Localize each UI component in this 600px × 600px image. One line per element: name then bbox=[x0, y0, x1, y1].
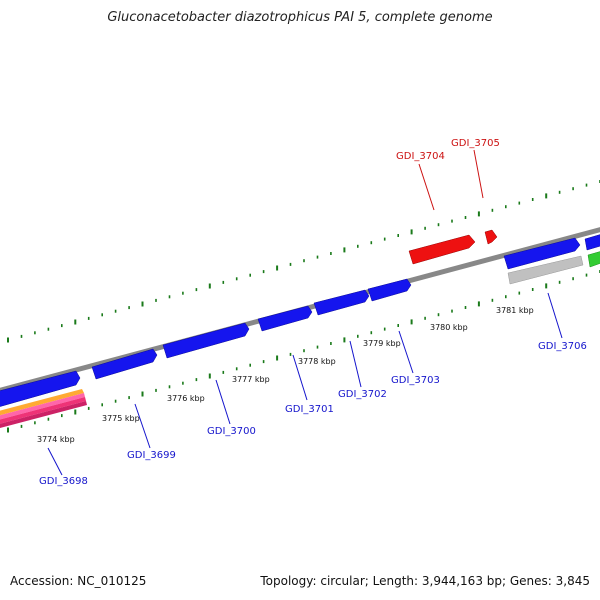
gene-label-gdi-3705: GDI_3705 bbox=[451, 138, 500, 149]
gene-arrow-gdi-3700 bbox=[162, 322, 250, 359]
scale-label-3780: 3780 kbp bbox=[430, 323, 468, 332]
gene-arrows bbox=[0, 229, 600, 407]
gene-arrow-next bbox=[584, 234, 600, 251]
callout-line-gdi-3699 bbox=[134, 403, 151, 449]
scale-label-3781: 3781 kbp bbox=[496, 306, 534, 315]
gene-label-gdi-3699: GDI_3699 bbox=[127, 450, 176, 461]
gene-arrow-gdi-3699 bbox=[91, 348, 158, 380]
gene-labels: GDI_3698 GDI_3699 GDI_3700 GDI_3701 GDI_… bbox=[39, 138, 587, 487]
gene-label-gdi-3701: GDI_3701 bbox=[285, 404, 334, 415]
callout-line-gdi-3698 bbox=[47, 447, 63, 476]
callout-line-gdi-3706 bbox=[547, 292, 563, 339]
accession-text: Accession: NC_010125 bbox=[10, 574, 147, 588]
gene-arrow-green bbox=[587, 251, 600, 268]
scale-label-3774: 3774 kbp bbox=[37, 435, 75, 444]
callout-line-gdi-3701 bbox=[292, 354, 308, 401]
callout-line-gdi-3704 bbox=[418, 163, 435, 211]
gene-arrow-gdi-3698 bbox=[0, 370, 81, 407]
callout-line-gdi-3702 bbox=[349, 340, 362, 388]
feature-band-stack bbox=[0, 389, 87, 428]
inner-tick-track bbox=[7, 270, 600, 433]
gene-arrow-gdi-3701 bbox=[257, 305, 313, 332]
gene-arrow-gdi-3706 bbox=[503, 237, 581, 270]
callout-line-gdi-3700 bbox=[215, 379, 231, 425]
gene-label-gdi-3700: GDI_3700 bbox=[207, 426, 256, 437]
topology-text: Topology: circular; Length: 3,944,163 bp… bbox=[260, 574, 590, 588]
gene-arrow-gdi-3702 bbox=[313, 289, 370, 316]
gene-arrow-gdi-3706-pseudo bbox=[507, 255, 584, 285]
gene-arrow-gdi-3705 bbox=[484, 229, 498, 245]
scale-label-3777: 3777 kbp bbox=[232, 375, 270, 384]
outer-tick-track bbox=[7, 180, 600, 343]
scale-label-3779: 3779 kbp bbox=[363, 339, 401, 348]
scale-label-3776: 3776 kbp bbox=[167, 394, 205, 403]
map-title: Gluconacetobacter diazotrophicus PAI 5, … bbox=[107, 10, 493, 25]
gene-label-gdi-3706: GDI_3706 bbox=[538, 341, 587, 352]
scale-labels: 3774 kbp 3775 kbp 3776 kbp 3777 kbp 3778… bbox=[37, 306, 534, 444]
gene-label-gdi-3698: GDI_3698 bbox=[39, 476, 88, 487]
callout-lines bbox=[47, 149, 563, 476]
scale-label-3775: 3775 kbp bbox=[102, 414, 140, 423]
scale-label-3778: 3778 kbp bbox=[298, 357, 336, 366]
callout-line-gdi-3703 bbox=[398, 330, 414, 374]
gene-label-gdi-3702: GDI_3702 bbox=[338, 389, 387, 400]
callout-line-gdi-3705 bbox=[473, 149, 484, 199]
gene-label-gdi-3703: GDI_3703 bbox=[391, 375, 440, 386]
gene-arrow-gdi-3704 bbox=[408, 234, 476, 265]
gene-arrow-gdi-3703 bbox=[367, 278, 412, 302]
gene-label-gdi-3704: GDI_3704 bbox=[396, 151, 445, 162]
